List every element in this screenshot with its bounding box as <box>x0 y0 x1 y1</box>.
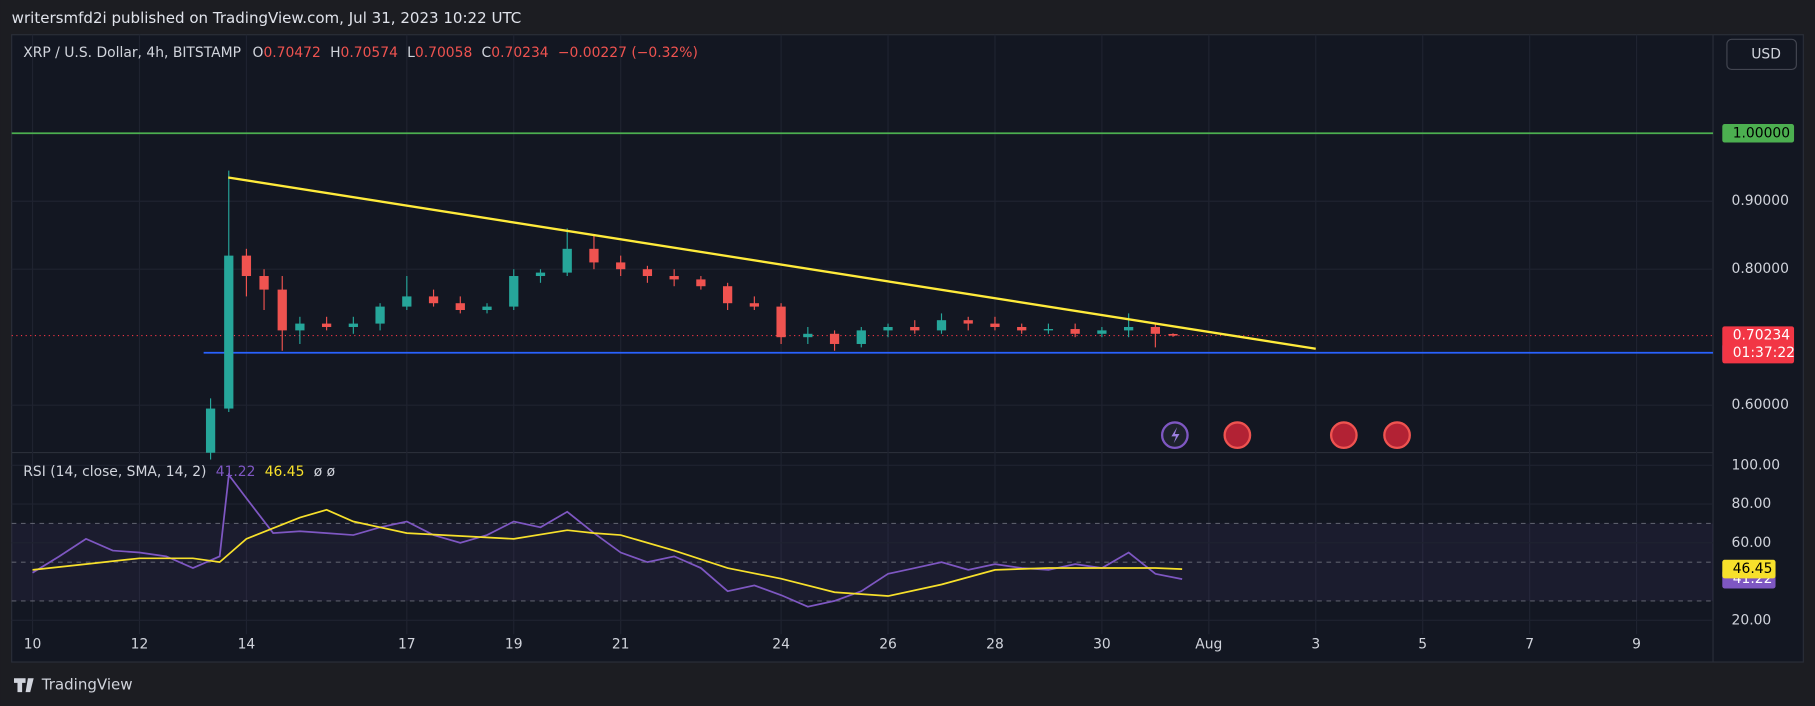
candle-body <box>776 306 786 338</box>
brand-logo <box>14 678 34 693</box>
candle-body <box>1150 326 1160 334</box>
indicator-title: RSI (14, close, SMA, 14, 2) <box>23 464 206 480</box>
y-tick-label: 60.00 <box>1732 535 1772 551</box>
level-label: 1.00000 <box>1733 125 1790 141</box>
candle-body <box>1124 326 1134 331</box>
x-tick-label: 19 <box>505 637 523 653</box>
candle-body <box>224 255 234 409</box>
y-tick-label: 80.00 <box>1732 496 1772 512</box>
indicator-extras: ø ø <box>314 464 335 480</box>
candle-body <box>856 330 866 344</box>
candle-body <box>1168 333 1178 336</box>
currency[interactable]: USD <box>1751 46 1781 62</box>
trendline <box>228 176 1316 350</box>
symbol-title: XRP / U.S. Dollar, 4h, BITSTAMP <box>23 45 241 61</box>
x-tick-label: 24 <box>772 637 790 653</box>
x-tick-label: 21 <box>612 637 630 653</box>
event-icons <box>1160 421 1411 450</box>
candle-body <box>402 296 412 307</box>
ohlc-value: 0.70058 <box>415 45 472 61</box>
x-tick-label: 26 <box>879 637 897 653</box>
candle-body <box>803 333 813 338</box>
y-tick-label: 100.00 <box>1732 457 1781 473</box>
candle-body <box>562 248 572 273</box>
candle-body <box>375 306 385 324</box>
candle-body <box>1097 330 1107 334</box>
candle-body <box>829 333 840 344</box>
candle-body <box>277 289 287 331</box>
ohlc-key: H <box>330 45 340 61</box>
last-price-label: 0.70234 <box>1733 328 1791 344</box>
x-tick-label: 3 <box>1311 637 1320 653</box>
candle-body <box>696 279 706 287</box>
ohlc-value: 0.70574 <box>341 45 399 61</box>
y-tick-label: 0.60000 <box>1732 397 1789 413</box>
change: −0.00227 (−0.32%) <box>558 45 698 61</box>
candle-body <box>428 296 439 304</box>
ohlc-value: 0.70234 <box>491 45 549 61</box>
candle-body <box>963 320 973 324</box>
countdown: 01:37:22 <box>1733 345 1795 361</box>
candle-body <box>910 326 920 331</box>
x-tick-label: 10 <box>24 637 42 653</box>
y-tick-label: 0.80000 <box>1732 261 1789 277</box>
candle-body <box>241 255 252 277</box>
candle-body <box>883 326 893 331</box>
ohlc-key: L <box>407 45 415 61</box>
x-tick-label: 9 <box>1632 637 1641 653</box>
candle-body <box>348 323 358 327</box>
last-price-box <box>1722 326 1795 364</box>
candle-body <box>1043 329 1054 331</box>
y-tick-label: 20.00 <box>1732 612 1772 628</box>
currency-button[interactable] <box>1726 38 1797 71</box>
brand: TradingView <box>41 676 133 694</box>
candle-body <box>936 320 947 331</box>
x-tick-label: 12 <box>131 637 149 653</box>
candle-body <box>1017 326 1027 331</box>
ohlc-key: O <box>253 45 264 61</box>
x-tick-label: 14 <box>238 637 256 653</box>
rsi-line <box>32 508 1183 597</box>
candle-body <box>321 323 332 327</box>
ohlc-value: 0.70472 <box>263 45 320 61</box>
indicator-value: 41.22 <box>216 464 256 480</box>
candle-body <box>642 269 653 277</box>
candle-body <box>749 303 759 307</box>
candle-body <box>616 262 626 270</box>
candle-body <box>455 303 465 310</box>
candle-body <box>295 323 305 331</box>
candle-body <box>589 248 599 263</box>
x-tick-label: Aug <box>1195 637 1222 653</box>
y-tick-label: 0.90000 <box>1732 193 1789 209</box>
x-tick-label: 30 <box>1093 637 1111 653</box>
x-tick-label: 17 <box>398 637 416 653</box>
candle-body <box>482 306 492 310</box>
level-label-box <box>1722 124 1795 143</box>
x-tick-label: 5 <box>1418 637 1427 653</box>
publisher: writersmfd2i published on TradingView.co… <box>12 9 522 27</box>
value-label-box <box>1722 559 1776 579</box>
value-label: 46.45 <box>1733 561 1773 577</box>
x-tick-label: 7 <box>1525 637 1534 653</box>
ohlc-key: C <box>482 45 492 61</box>
x-tick-label: 28 <box>986 637 1004 653</box>
candle-body <box>1070 329 1080 334</box>
chart-frame <box>11 34 1804 663</box>
candle-body <box>669 276 679 280</box>
candle-body <box>990 323 1000 327</box>
candle-body <box>722 286 733 304</box>
candle-body <box>509 276 519 307</box>
candle-body <box>535 272 546 277</box>
indicator-value: 46.45 <box>265 464 305 480</box>
candle-body <box>259 276 269 290</box>
candle-body <box>205 408 216 453</box>
